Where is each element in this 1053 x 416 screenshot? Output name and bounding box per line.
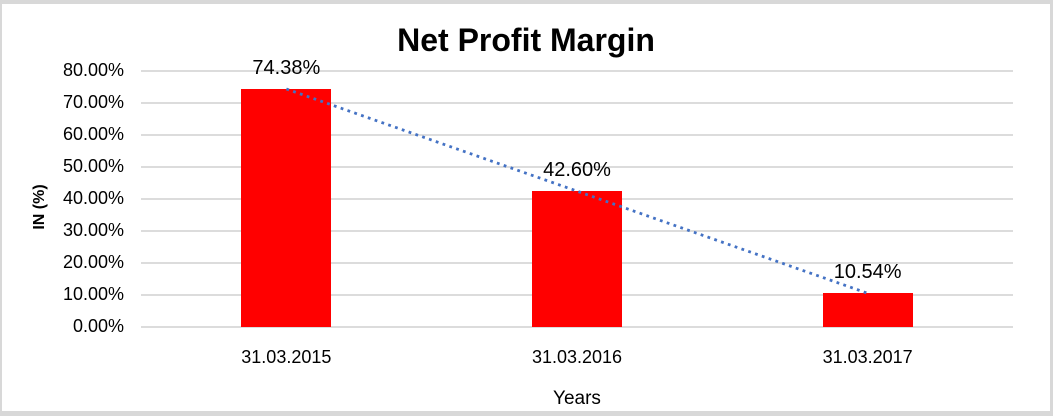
chart-bar [822,293,913,327]
gridline [141,134,1013,136]
y-tick-label: 60.00% [62,124,124,144]
gridline [141,326,1013,328]
chart-bar [532,190,622,327]
bar-value-label: 42.60% [543,158,611,181]
x-tick-label: 31.03.2015 [241,347,332,367]
chart-bar [241,88,332,327]
y-tick-label: 20.00% [62,252,124,272]
bar-value-label: 74.38% [252,56,321,79]
bar-value-label: 10.54% [833,261,902,284]
y-tick-label: 40.00% [62,188,124,208]
gridline [141,102,1013,104]
y-tick-label: 0.00% [72,316,124,336]
gridline [141,166,1013,168]
y-tick-label: 70.00% [62,92,124,112]
y-tick-label: 10.00% [62,284,124,304]
y-tick-label: 80.00% [62,60,124,80]
chart-title: Net Profit Margin [397,22,655,58]
y-tick-label: 50.00% [62,156,124,176]
trendline [285,87,869,295]
plot-area: 74.38% 42.60% 10.54% [141,57,1013,328]
x-axis-title: Years [553,388,601,409]
x-tick-label: 31.03.2016 [531,347,623,367]
gridline [141,70,1013,72]
x-tick-label: 31.03.2017 [822,347,913,367]
y-tick-label: 30.00% [62,220,124,240]
